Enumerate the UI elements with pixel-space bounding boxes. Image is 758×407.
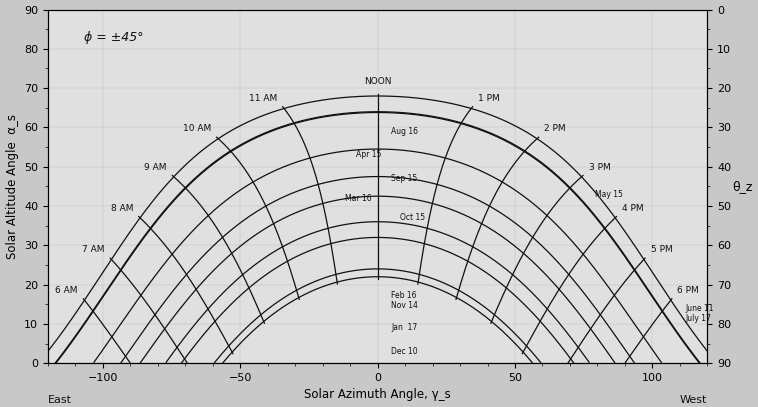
Text: 8 AM: 8 AM: [111, 204, 133, 212]
Y-axis label: θ_z: θ_z: [732, 180, 753, 193]
Text: 5 PM: 5 PM: [650, 245, 672, 254]
Text: NOON: NOON: [364, 77, 391, 86]
Text: 6 AM: 6 AM: [55, 286, 78, 295]
X-axis label: Solar Azimuth Angle, γ_s: Solar Azimuth Angle, γ_s: [304, 388, 451, 401]
Text: 4 PM: 4 PM: [622, 204, 644, 212]
Text: Jan  17: Jan 17: [391, 323, 418, 332]
Text: May 15: May 15: [595, 190, 622, 199]
Text: 7 AM: 7 AM: [82, 245, 105, 254]
Text: East: East: [48, 395, 72, 405]
Text: 1 PM: 1 PM: [478, 94, 500, 103]
Text: Mar 16: Mar 16: [345, 194, 371, 203]
Text: Apr 15: Apr 15: [356, 151, 381, 160]
Text: Dec 10: Dec 10: [391, 347, 418, 356]
Text: Feb 16
Nov 14: Feb 16 Nov 14: [391, 291, 418, 310]
Y-axis label: Solar Altitude Angle  α_s: Solar Altitude Angle α_s: [5, 114, 18, 259]
Text: 2 PM: 2 PM: [544, 124, 565, 133]
Text: 9 AM: 9 AM: [144, 162, 167, 171]
Text: 11 AM: 11 AM: [249, 94, 277, 103]
Text: Sep 15: Sep 15: [391, 174, 418, 183]
Text: ϕ = ±45°: ϕ = ±45°: [83, 31, 143, 44]
Text: 10 AM: 10 AM: [183, 124, 211, 133]
Text: West: West: [680, 395, 707, 405]
Text: Oct 15: Oct 15: [399, 213, 424, 222]
Text: 6 PM: 6 PM: [678, 286, 699, 295]
Text: Aug 16: Aug 16: [391, 127, 418, 136]
Text: 3 PM: 3 PM: [588, 162, 610, 171]
Text: June 11
July 17: June 11 July 17: [685, 304, 714, 323]
